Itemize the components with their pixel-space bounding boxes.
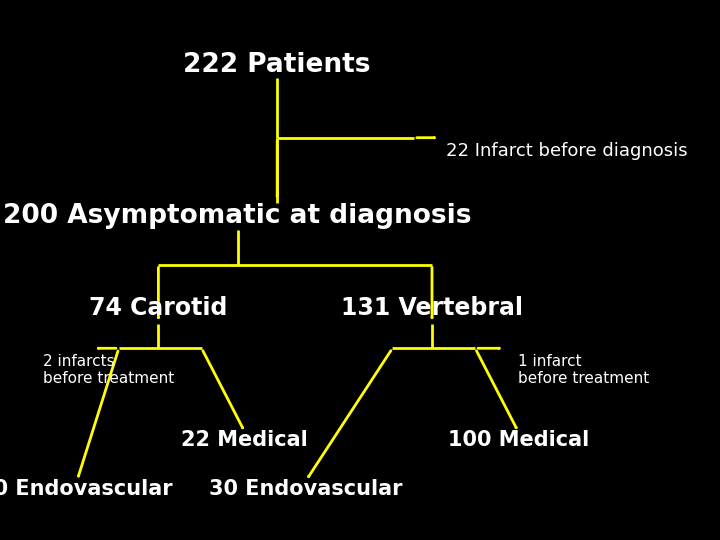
Text: 222 Patients: 222 Patients bbox=[184, 52, 371, 78]
Text: 200 Asymptomatic at diagnosis: 200 Asymptomatic at diagnosis bbox=[4, 203, 472, 229]
Text: 30 Endovascular: 30 Endovascular bbox=[210, 478, 402, 499]
Text: 1 infarct
before treatment: 1 infarct before treatment bbox=[518, 354, 649, 386]
Text: 131 Vertebral: 131 Vertebral bbox=[341, 296, 523, 320]
Text: 50 Endovascular: 50 Endovascular bbox=[0, 478, 172, 499]
Text: 74 Carotid: 74 Carotid bbox=[89, 296, 228, 320]
Text: 22 Medical: 22 Medical bbox=[181, 430, 308, 450]
Text: 2 infarcts
before treatment: 2 infarcts before treatment bbox=[43, 354, 174, 386]
Text: 100 Medical: 100 Medical bbox=[448, 430, 589, 450]
Text: 22 Infarct before diagnosis: 22 Infarct before diagnosis bbox=[446, 142, 688, 160]
